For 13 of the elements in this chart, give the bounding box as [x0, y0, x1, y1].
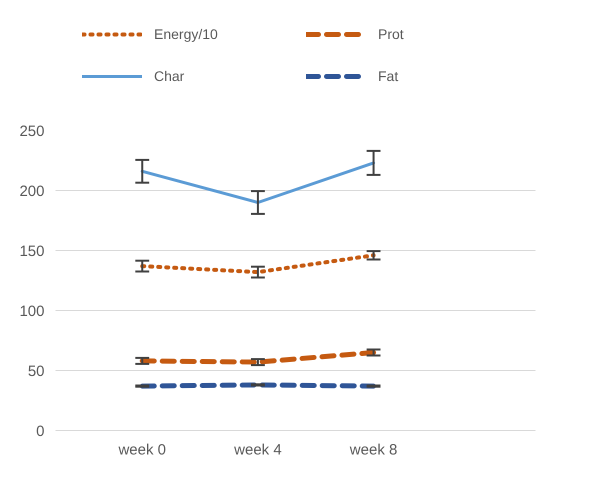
y-tick-label: 0 — [36, 423, 44, 440]
y-tick-label: 100 — [19, 303, 45, 320]
legend-label: Char — [154, 68, 186, 84]
y-tick-label: 250 — [19, 123, 45, 140]
legend-label: Energy/10 — [154, 26, 219, 42]
x-tick-label: week 8 — [348, 442, 398, 458]
legend-label: Prot — [378, 26, 405, 42]
y-tick-label: 200 — [19, 183, 45, 200]
legend-label: Fat — [378, 68, 400, 84]
x-tick-label: week 0 — [117, 442, 166, 458]
y-tick-label: 150 — [19, 243, 45, 260]
y-tick-label: 50 — [28, 363, 45, 380]
x-tick-label: week 4 — [233, 442, 282, 458]
